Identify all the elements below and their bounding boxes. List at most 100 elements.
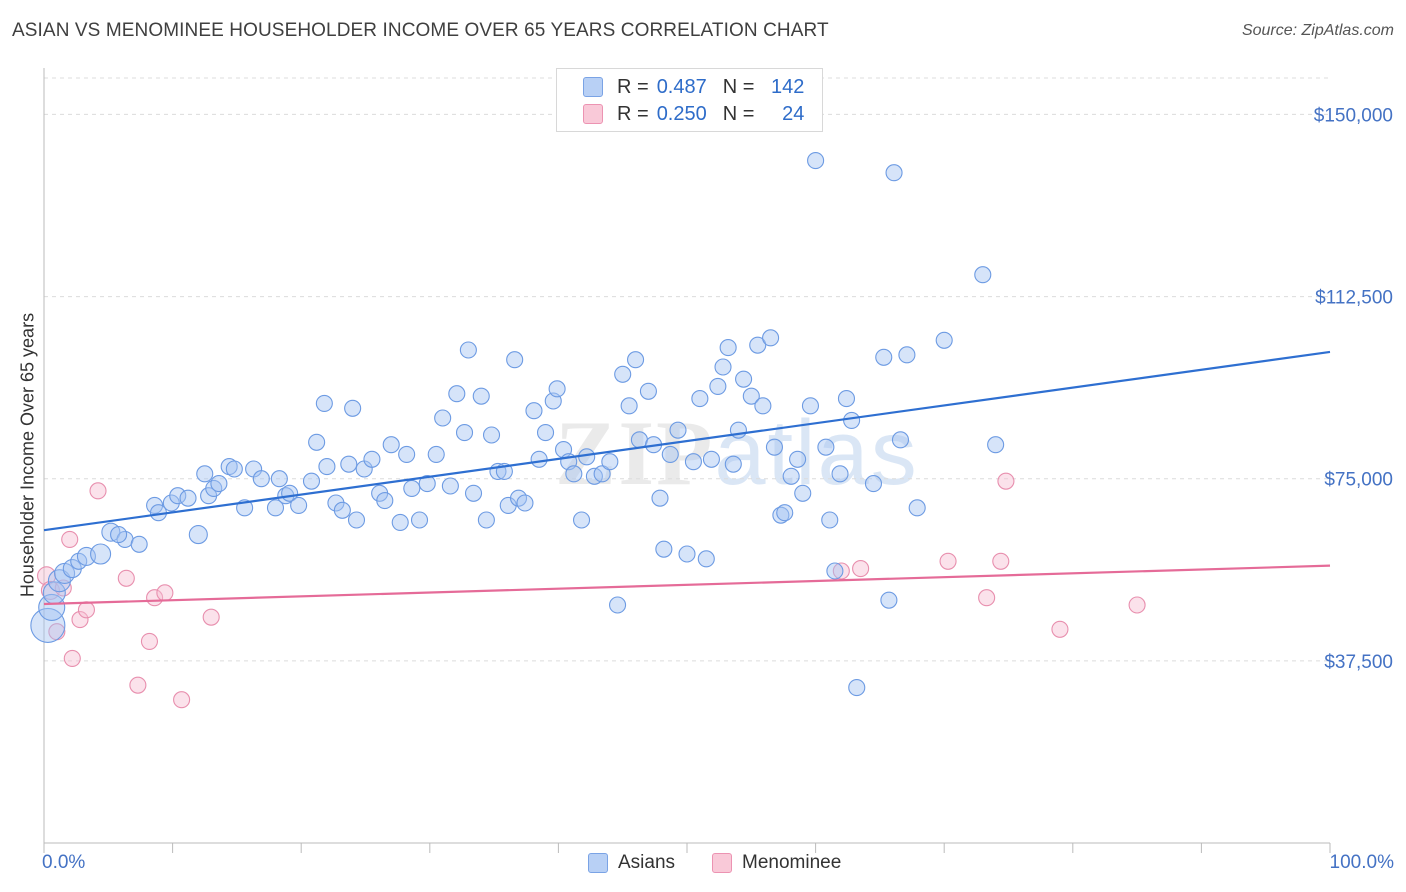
menominee-point	[129, 676, 147, 694]
menominee-point	[832, 562, 850, 580]
asian-point	[441, 477, 459, 495]
asian-point	[565, 465, 583, 483]
menominee-point	[978, 589, 996, 607]
asian-point	[831, 465, 849, 483]
asian-point	[754, 397, 772, 415]
asian-point	[719, 339, 737, 357]
asian-point	[684, 453, 702, 471]
asian-point	[210, 475, 228, 493]
asian-point	[410, 511, 429, 529]
asian-point	[427, 445, 445, 463]
asian-point	[601, 453, 619, 471]
menominee-point	[173, 691, 191, 709]
asian-point	[776, 504, 794, 522]
source-credit: Source: ZipAtlas.com	[1241, 22, 1394, 39]
asian-point	[974, 266, 992, 284]
y-tick-labels: $37,500 $75,000 $112,500 $150,000	[1314, 105, 1393, 672]
asian-point	[308, 433, 326, 451]
asian-point	[691, 390, 709, 408]
y-tick-label: $37,500	[1324, 652, 1393, 673]
asian-point	[205, 479, 223, 497]
asian-point	[714, 358, 732, 376]
asian-point	[702, 450, 720, 468]
asian-point	[340, 455, 358, 473]
asian-point	[639, 382, 657, 400]
asian-point	[651, 489, 669, 507]
asian-point	[749, 336, 767, 354]
asian-point	[382, 436, 400, 454]
asian-point	[472, 387, 490, 405]
asian-point	[807, 152, 825, 170]
x-tick-label-max: 100.0%	[1329, 852, 1394, 873]
asians-swatch	[583, 77, 603, 97]
asian-point	[391, 513, 409, 531]
asian-point	[434, 409, 452, 427]
asian-point	[821, 511, 839, 529]
menominee-point	[77, 601, 95, 619]
menominee-point	[992, 552, 1010, 570]
r-value: 0.250	[656, 102, 707, 125]
menominee-trend-line	[43, 564, 1331, 606]
asian-point	[270, 470, 288, 488]
menominee-point	[89, 482, 107, 500]
asian-point	[848, 679, 866, 697]
asian-point	[525, 402, 543, 420]
asian-point	[837, 390, 856, 408]
asian-point	[709, 377, 727, 395]
axes	[43, 68, 1331, 853]
asians-trend-line	[43, 350, 1331, 532]
r-label: R =	[617, 75, 649, 98]
asian-point	[188, 525, 208, 545]
r-value: 0.487	[656, 75, 707, 98]
asian-point	[593, 465, 611, 483]
asian-point	[47, 569, 71, 593]
asian-point	[742, 387, 760, 405]
asian-point	[90, 543, 112, 565]
asian-point	[630, 431, 648, 449]
asian-point	[347, 511, 366, 529]
asian-points	[30, 152, 1005, 697]
asian-point	[196, 465, 214, 483]
menominee-swatch	[583, 104, 603, 124]
asian-point	[344, 399, 362, 417]
chart-title: ASIAN VS MENOMINEE HOUSEHOLDER INCOME OV…	[12, 20, 829, 41]
n-value: 24	[782, 102, 805, 125]
asian-point	[762, 329, 780, 347]
trend-lines	[43, 350, 1331, 606]
legend-row-menominee: R = 0.250 N = 24	[583, 102, 804, 126]
asian-point	[880, 591, 898, 609]
asian-point	[661, 445, 679, 463]
menominee-legend-swatch	[712, 853, 732, 873]
asian-point	[290, 496, 308, 514]
asian-point	[817, 438, 835, 456]
asian-point	[38, 593, 66, 621]
asian-point	[464, 484, 483, 502]
asian-point	[455, 424, 474, 442]
asian-point	[130, 535, 148, 553]
asian-point	[724, 455, 742, 473]
asian-point	[735, 370, 753, 388]
r-label: R =	[617, 102, 649, 125]
menominee-point	[156, 584, 174, 602]
menominee-point	[997, 472, 1015, 490]
asian-point	[418, 475, 436, 493]
asian-point	[765, 438, 783, 456]
asian-point	[162, 494, 180, 512]
menominee-point	[939, 552, 957, 570]
asian-point	[572, 511, 591, 529]
asian-point	[169, 487, 187, 505]
asian-point	[530, 450, 548, 468]
asian-point	[614, 365, 632, 383]
legend-item-asians[interactable]: Asians	[588, 852, 675, 874]
menominee-point	[202, 608, 220, 626]
asian-point	[376, 492, 394, 510]
asians-legend-swatch	[588, 853, 608, 873]
asian-point	[935, 331, 953, 349]
asian-point	[908, 499, 926, 517]
menominee-point	[140, 632, 159, 650]
asian-point	[875, 348, 893, 366]
n-value: 142	[771, 75, 805, 98]
series-legend: Asians Menominee	[0, 852, 1406, 878]
legend-item-menominee[interactable]: Menominee	[712, 852, 841, 874]
menominee-point	[71, 611, 89, 629]
